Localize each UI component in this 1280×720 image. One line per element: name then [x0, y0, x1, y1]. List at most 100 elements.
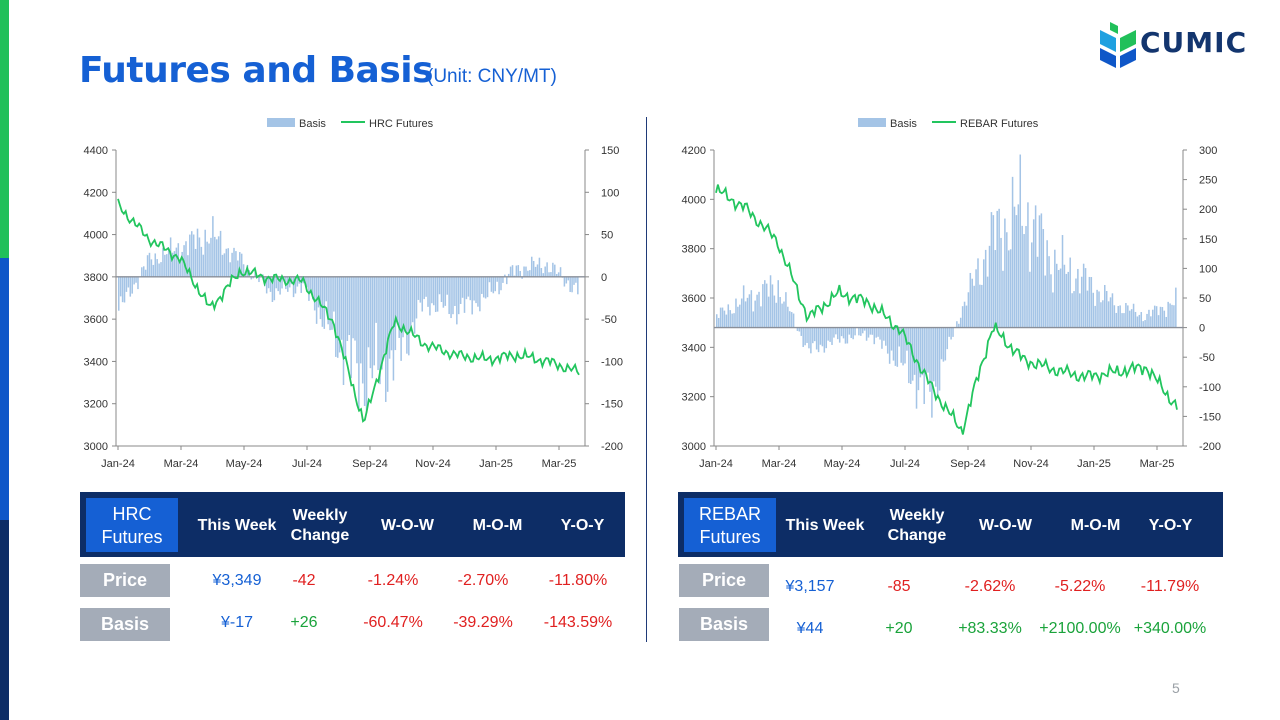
basis-bar — [869, 327, 872, 335]
hrc-basis-mom: -39.29% — [453, 614, 513, 631]
basis-bar — [908, 327, 910, 384]
basis-bar — [756, 294, 758, 328]
basis-bar — [461, 276, 464, 298]
basis-bar — [440, 276, 443, 302]
basis-bar — [550, 272, 552, 277]
basis-bar — [173, 251, 176, 277]
basis-bar — [240, 253, 243, 277]
basis-bar — [429, 276, 431, 316]
basis-bar — [885, 327, 887, 346]
basis-bar — [819, 327, 822, 345]
basis-bar — [208, 243, 210, 277]
basis-bar — [898, 327, 900, 347]
basis-bar — [534, 266, 537, 277]
basis-bar — [917, 327, 920, 391]
basis-bar — [861, 327, 864, 334]
basis-bar — [996, 210, 998, 328]
basis-bar — [871, 327, 874, 335]
basis-bar — [1163, 310, 1166, 328]
accent-stripe-blue — [0, 258, 9, 720]
basis-bar — [1127, 305, 1129, 328]
basis-bar — [179, 262, 181, 277]
basis-bar — [1094, 305, 1096, 328]
basis-bar — [1082, 263, 1085, 328]
basis-bar — [567, 276, 569, 281]
basis-bar — [488, 276, 491, 283]
col-this-week: This Week — [785, 517, 865, 534]
basis-bar — [187, 255, 189, 277]
basis-bar — [133, 276, 135, 285]
basis-bar — [737, 306, 739, 328]
basis-bar — [509, 266, 512, 277]
y-right-tick-label: -50 — [1199, 352, 1215, 364]
basis-bar — [777, 280, 779, 328]
basis-bar — [919, 327, 922, 378]
basis-bar — [1086, 290, 1089, 328]
page-title: Futures and Basis — [79, 50, 434, 91]
basis-bar — [1073, 291, 1075, 328]
basis-bar — [773, 295, 776, 328]
basis-bar — [371, 276, 374, 379]
basis-bar — [527, 270, 529, 277]
basis-bar — [1069, 257, 1071, 328]
basis-bar — [1075, 278, 1077, 328]
basis-bar — [850, 327, 852, 338]
y-left-tick-label: 3400 — [682, 342, 706, 354]
basis-bar — [415, 276, 418, 319]
basis-bar — [1134, 311, 1137, 328]
page-number: 5 — [1172, 680, 1180, 696]
basis-bar — [538, 257, 541, 277]
basis-bar — [1046, 240, 1048, 328]
basis-bar — [813, 327, 816, 342]
basis-bar — [835, 327, 837, 335]
y-left-tick-label: 3800 — [84, 272, 108, 284]
basis-bar — [402, 276, 404, 338]
basis-bar — [961, 306, 964, 328]
basis-bar — [258, 276, 260, 283]
basis-bar — [521, 276, 523, 279]
basis-bar — [1119, 305, 1121, 328]
basis-bar — [1132, 303, 1135, 328]
y-right-tick-label: 150 — [1199, 234, 1217, 246]
x-tick-label: Jan-25 — [1077, 458, 1111, 470]
y-left-tick-label: 3600 — [682, 293, 706, 305]
basis-bar — [577, 276, 579, 295]
y-right-tick-label: 300 — [1199, 145, 1217, 157]
basis-bar — [369, 276, 372, 369]
basis-bar — [239, 252, 241, 277]
basis-bar — [323, 276, 326, 329]
basis-bar — [719, 307, 722, 328]
basis-bar — [123, 276, 126, 303]
basis-bar — [448, 276, 450, 315]
rebar-basis-yoy: +340.00% — [1133, 620, 1207, 637]
basis-bar — [838, 327, 841, 343]
basis-bar — [490, 276, 493, 292]
basis-bar — [1167, 301, 1169, 328]
basis-bar — [982, 259, 985, 328]
basis-bar — [358, 276, 360, 410]
basis-bar — [212, 216, 214, 277]
basis-bar — [210, 237, 212, 277]
basis-bar — [1077, 268, 1079, 328]
basis-bar — [181, 251, 183, 277]
basis-bar — [313, 276, 316, 311]
basis-bar — [785, 292, 787, 328]
basis-bar — [352, 276, 354, 339]
basis-bar — [342, 276, 345, 386]
basis-bar — [1019, 154, 1022, 328]
basis-bar — [800, 327, 803, 336]
basis-bar — [507, 273, 510, 277]
basis-bar — [552, 262, 554, 277]
basis-bar — [555, 274, 558, 277]
basis-bar — [559, 267, 562, 277]
basis-bar — [384, 276, 387, 402]
basis-bar — [502, 276, 504, 283]
basis-bar — [185, 241, 187, 277]
x-tick-label: Mar-24 — [164, 458, 199, 470]
basis-bar — [890, 327, 893, 351]
basis-bar — [1173, 305, 1175, 328]
y-left-tick-label: 3200 — [84, 399, 108, 411]
basis-bar — [1104, 284, 1106, 328]
basis-bar — [842, 327, 845, 339]
basis-bar — [154, 253, 157, 277]
